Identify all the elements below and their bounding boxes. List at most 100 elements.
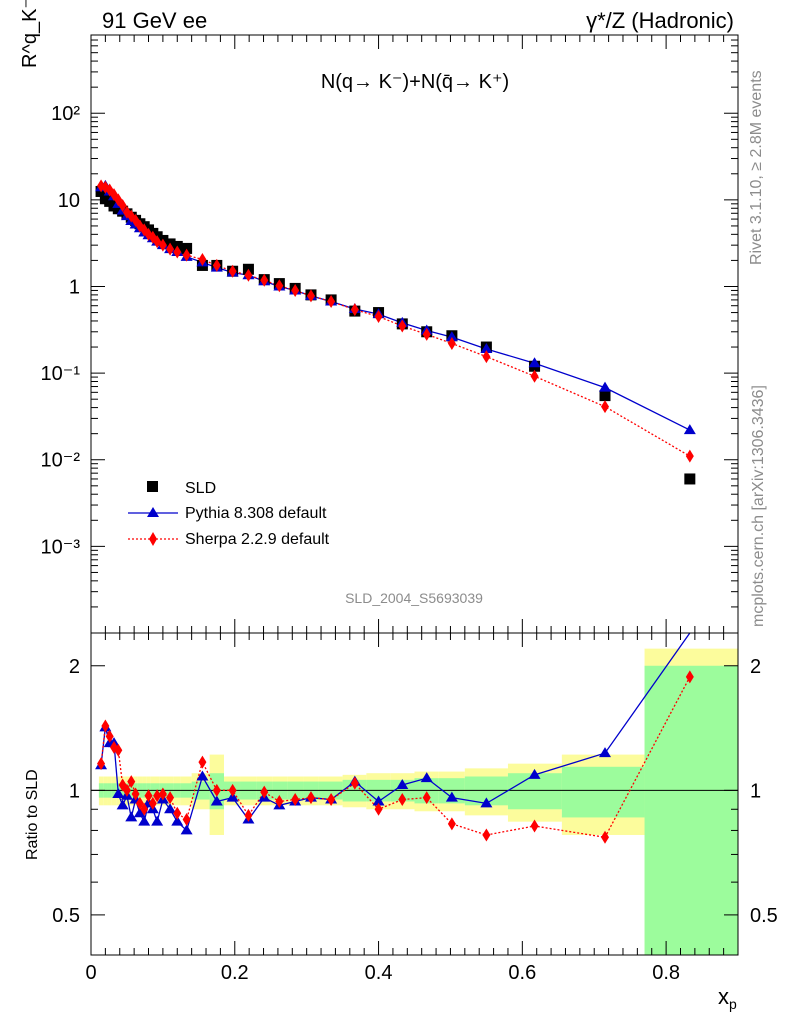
ratio-sherpa-point [422, 791, 431, 805]
ratio-sherpa-point [97, 757, 106, 771]
ratio-sherpa-point [198, 755, 207, 769]
sherpa-point [291, 283, 300, 297]
ratio-sherpa-point [140, 802, 149, 816]
ratio-pythia-point [133, 807, 146, 818]
sherpa-point [422, 327, 431, 341]
legend-pythia-marker [147, 507, 159, 517]
ratio-sherpa-point [275, 794, 284, 808]
ratio-sherpa-point [144, 789, 153, 803]
sherpa-point [118, 199, 127, 213]
ratio-frame [90, 632, 739, 956]
sherpa-point [685, 449, 694, 463]
main-title: N(q→ K⁻)+N(q̄→ K⁺) [321, 71, 509, 93]
legend-sld-marker [147, 481, 158, 492]
main-y-tick-label: 10 [58, 190, 80, 212]
main-y-tick-label: 10² [51, 103, 80, 125]
pythia-point [683, 424, 696, 435]
ratio-pythia-point [138, 815, 151, 826]
main-y-axis-label: R^q_K⁻ [19, 0, 41, 68]
ratio-sherpa-point [374, 802, 383, 816]
ratio-stat-uncertainty-band [644, 665, 738, 955]
sherpa-point [374, 310, 383, 324]
x-tick-label: 0 [85, 962, 96, 984]
ratio-y-tick-label: 0.5 [52, 905, 80, 927]
ratio-y-tick-label: 2 [69, 656, 80, 678]
ratio-sherpa-point [131, 787, 140, 801]
ratio-sherpa-point [244, 808, 253, 822]
ratio-sherpa-point [260, 785, 269, 799]
sherpa-point [166, 242, 175, 256]
ratio-pythia-point [480, 797, 493, 808]
ratio-pythia-point [112, 787, 125, 798]
ratio-pythia-point [599, 747, 612, 758]
ratio-pythia-point [396, 779, 409, 790]
ratio-y-tick-label-right: 2 [750, 656, 761, 678]
ratio-stat-uncertainty-band [507, 773, 562, 810]
main-y-tick-label: 1 [69, 276, 80, 298]
ratio-sherpa-point [158, 787, 167, 801]
sherpa-point [601, 400, 610, 414]
ratio-sherpa-point [530, 819, 539, 833]
x-axis-label: xp [718, 984, 737, 1012]
mcplots-label: mcplots.cern.ch [arXiv:1306.3436] [750, 385, 767, 627]
sld-point [181, 242, 193, 254]
ratio-pythia-point [196, 770, 209, 781]
ratio-sherpa-point [127, 775, 136, 789]
sld-point [684, 473, 696, 485]
ratio-pythia-point [164, 803, 177, 814]
rivet-label: Rivet 3.1.10, ≥ 2.8M events [748, 70, 765, 265]
header-right: γ*/Z (Hadronic) [586, 8, 734, 33]
ratio-pythia-point [171, 815, 184, 826]
x-tick-label: 0.8 [652, 962, 680, 984]
ratio-pythia-point [210, 795, 223, 806]
sherpa-point [158, 238, 167, 252]
ratio-sherpa-point [182, 813, 191, 827]
sherpa-point [173, 245, 182, 259]
ratio-sherpa-line [100, 676, 691, 839]
ratio-sherpa-point [482, 828, 491, 842]
main-y-tick-label: 10⁻¹ [41, 363, 81, 385]
main-y-tick-label: 10⁻³ [41, 536, 81, 558]
ratio-sherpa-point [114, 743, 123, 757]
ratio-pythia-point [445, 791, 458, 802]
sherpa-point [212, 258, 221, 272]
sherpa-point [447, 336, 456, 350]
ratio-sherpa-point [398, 793, 407, 807]
ratio-y-tick-label-right: 0.5 [750, 905, 778, 927]
sherpa-point [530, 369, 539, 383]
x-tick-label: 0.6 [508, 962, 536, 984]
legend-pythia-label: Pythia 8.308 default [185, 505, 327, 522]
ratio-pythia-point [116, 799, 129, 810]
legend-sherpa-marker [149, 532, 157, 546]
sld-point [599, 390, 611, 402]
ratio-sherpa-point [685, 670, 694, 684]
analysis-watermark: SLD_2004_S5693039 [345, 590, 483, 606]
legend-sld-label: SLD [185, 480, 216, 497]
ratio-sherpa-point [306, 791, 315, 805]
ratio-pythia-point [372, 795, 385, 806]
pythia-point [528, 357, 541, 368]
legend-sherpa-label: Sherpa 2.2.9 default [185, 531, 330, 548]
sherpa-point [198, 252, 207, 266]
ratio-sherpa-point [166, 791, 175, 805]
ratio-plot-panel: 0.5 0.5 1 1 2 2 0 0.2 0.4 0.6 0.8 Ratio to SLD [24, 632, 778, 984]
x-tick-label: 0.4 [365, 962, 393, 984]
sherpa-point [260, 273, 269, 287]
ratio-pythia-point [180, 824, 193, 835]
sherpa-point [275, 279, 284, 293]
sherpa-point [306, 289, 315, 303]
main-y-tick-label: 10⁻² [41, 450, 81, 472]
pythia-point [480, 342, 493, 353]
sherpa-point [327, 295, 336, 309]
ratio-sherpa-point [228, 783, 237, 797]
legend: SLD Pythia 8.308 default Sherpa 2.2.9 de… [128, 480, 330, 548]
ratio-stat-uncertainty-band [561, 766, 645, 818]
pythia-point [599, 381, 612, 392]
ratio-sherpa-point [350, 776, 359, 790]
ratio-sherpa-point [447, 817, 456, 831]
sherpa-point [228, 264, 237, 278]
ratio-sherpa-point [101, 719, 110, 733]
sherpa-point [182, 248, 191, 262]
sherpa-point [398, 319, 407, 333]
